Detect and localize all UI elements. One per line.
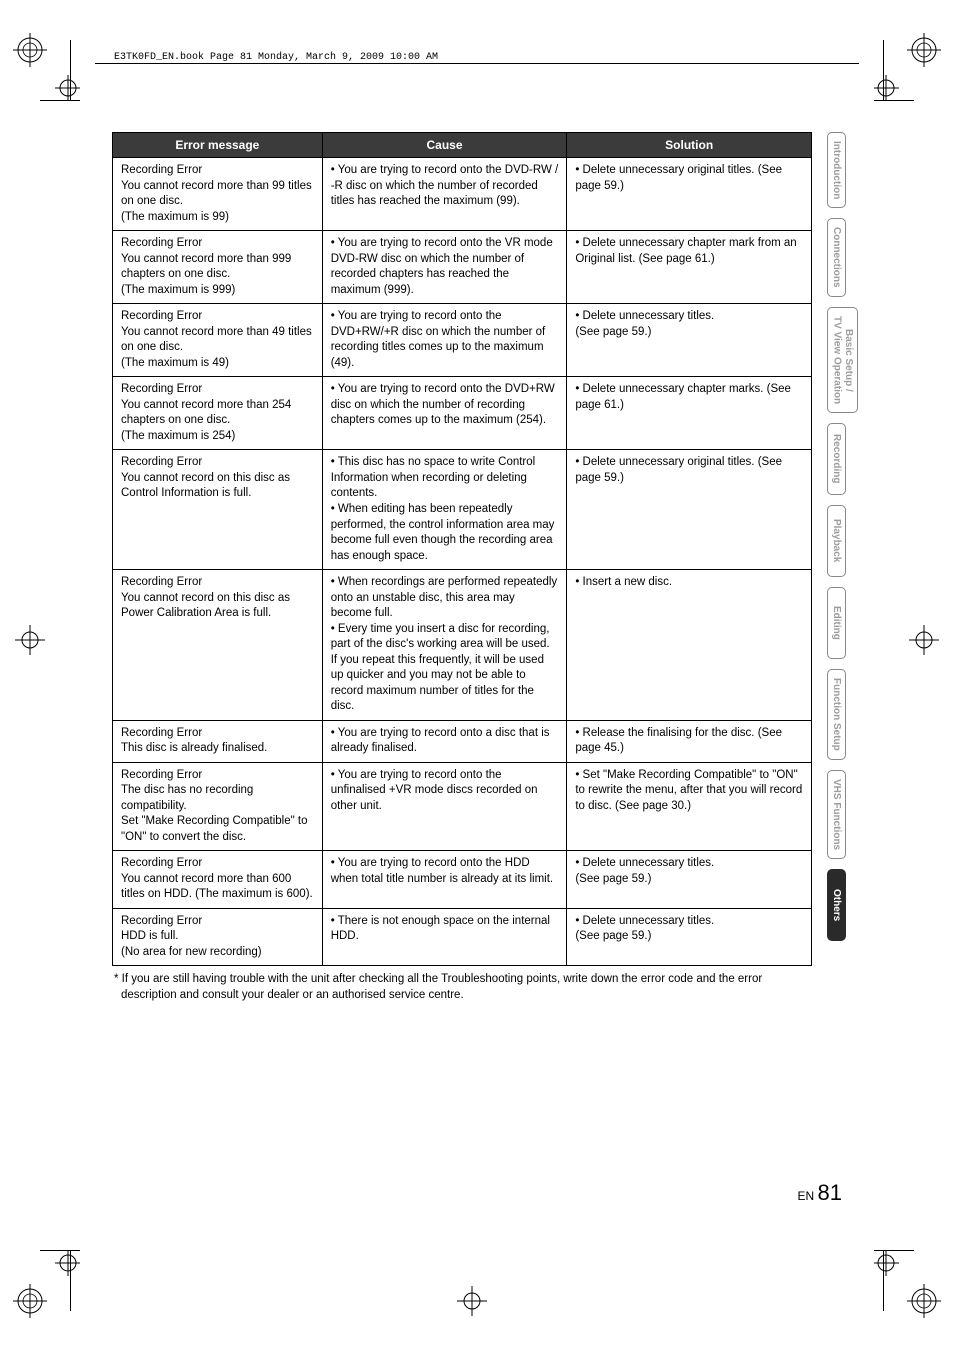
cell-solution: • Delete unnecessary titles.(See page 59…	[567, 304, 812, 377]
cell-solution: • Delete unnecessary titles.(See page 59…	[567, 851, 812, 909]
page-number-prefix: EN	[798, 1189, 815, 1203]
crop-mark-mid-bottom	[452, 1281, 492, 1321]
crop-guide	[40, 100, 80, 101]
cell-cause: • You are trying to record onto the HDD …	[322, 851, 567, 909]
side-tab-editing[interactable]: Editing	[827, 587, 846, 659]
cell-error: Recording ErrorYou cannot record more th…	[113, 304, 323, 377]
cell-solution: • Insert a new disc.	[567, 570, 812, 721]
side-tab-vhs-functions[interactable]: VHS Functions	[827, 770, 846, 859]
side-tab-playback[interactable]: Playback	[827, 505, 846, 577]
header-rule	[95, 63, 859, 64]
cell-cause: • You are trying to record onto the unfi…	[322, 762, 567, 851]
col-header-cause: Cause	[322, 133, 567, 158]
cell-error: Recording ErrorYou cannot record more th…	[113, 158, 323, 231]
page-number-value: 81	[818, 1180, 842, 1205]
footnote: * If you are still having trouble with t…	[119, 972, 812, 1003]
cell-cause: • You are trying to record onto a disc t…	[322, 720, 567, 762]
content-area: Error message Cause Solution Recording E…	[112, 132, 812, 1003]
crop-mark-mid-right	[904, 620, 944, 660]
page: E3TK0FD_EN.book Page 81 Monday, March 9,…	[0, 0, 954, 1351]
table-header-row: Error message Cause Solution	[113, 133, 812, 158]
table-row: Recording ErrorThe disc has no recording…	[113, 762, 812, 851]
cell-cause: • You are trying to record onto the VR m…	[322, 231, 567, 304]
table-row: Recording ErrorYou cannot record on this…	[113, 450, 812, 570]
table-row: Recording ErrorHDD is full.(No area for …	[113, 908, 812, 966]
col-header-solution: Solution	[567, 133, 812, 158]
cell-solution: • Set "Make Recording Compatible" to "ON…	[567, 762, 812, 851]
side-tabs: IntroductionConnectionsBasic Setup /TV V…	[827, 132, 851, 951]
cell-error: Recording ErrorYou cannot record on this…	[113, 450, 323, 570]
cell-solution: • Delete unnecessary titles.(See page 59…	[567, 908, 812, 966]
table-row: Recording ErrorYou cannot record more th…	[113, 851, 812, 909]
header-slug: E3TK0FD_EN.book Page 81 Monday, March 9,…	[110, 52, 442, 63]
crop-guide	[874, 100, 914, 101]
cell-solution: • Delete unnecessary original titles. (S…	[567, 158, 812, 231]
page-number: EN 81	[798, 1180, 843, 1206]
cell-error: Recording ErrorThis disc is already fina…	[113, 720, 323, 762]
cell-cause: • You are trying to record onto the DVD+…	[322, 304, 567, 377]
side-tab-recording[interactable]: Recording	[827, 423, 846, 495]
table-row: Recording ErrorThis disc is already fina…	[113, 720, 812, 762]
side-tab-connections[interactable]: Connections	[827, 218, 846, 297]
col-header-error: Error message	[113, 133, 323, 158]
crop-mark-top-right	[874, 30, 944, 100]
table-row: Recording ErrorYou cannot record more th…	[113, 158, 812, 231]
table-row: Recording ErrorYou cannot record on this…	[113, 570, 812, 721]
table-row: Recording ErrorYou cannot record more th…	[113, 304, 812, 377]
cell-error: Recording ErrorYou cannot record more th…	[113, 231, 323, 304]
cell-error: Recording ErrorYou cannot record on this…	[113, 570, 323, 721]
side-tab-others[interactable]: Others	[827, 869, 846, 941]
side-tab-basic-setup-tv-view-operation[interactable]: Basic Setup /TV View Operation	[827, 307, 858, 413]
cell-cause: • You are trying to record onto the DVD+…	[322, 377, 567, 450]
cell-error: Recording ErrorHDD is full.(No area for …	[113, 908, 323, 966]
crop-mark-bottom-right	[874, 1251, 944, 1321]
table-row: Recording ErrorYou cannot record more th…	[113, 377, 812, 450]
cell-solution: • Delete unnecessary chapter mark from a…	[567, 231, 812, 304]
cell-cause: • You are trying to record onto the DVD-…	[322, 158, 567, 231]
cell-solution: • Delete unnecessary chapter marks. (See…	[567, 377, 812, 450]
crop-guide	[40, 1250, 80, 1251]
side-tab-function-setup[interactable]: Function Setup	[827, 669, 846, 760]
error-table: Error message Cause Solution Recording E…	[112, 132, 812, 966]
cell-cause: • When recordings are performed repeated…	[322, 570, 567, 721]
cell-cause: • There is not enough space on the inter…	[322, 908, 567, 966]
cell-error: Recording ErrorThe disc has no recording…	[113, 762, 323, 851]
crop-guide	[70, 1251, 71, 1311]
crop-guide	[70, 40, 71, 100]
cell-solution: • Release the finalising for the disc. (…	[567, 720, 812, 762]
cell-error: Recording ErrorYou cannot record more th…	[113, 851, 323, 909]
crop-guide	[883, 40, 884, 100]
crop-guide	[883, 1251, 884, 1311]
side-tab-introduction[interactable]: Introduction	[827, 132, 846, 208]
crop-guide	[874, 1250, 914, 1251]
cell-cause: • This disc has no space to write Contro…	[322, 450, 567, 570]
cell-solution: • Delete unnecessary original titles. (S…	[567, 450, 812, 570]
cell-error: Recording ErrorYou cannot record more th…	[113, 377, 323, 450]
crop-mark-mid-left	[10, 620, 50, 660]
table-row: Recording ErrorYou cannot record more th…	[113, 231, 812, 304]
